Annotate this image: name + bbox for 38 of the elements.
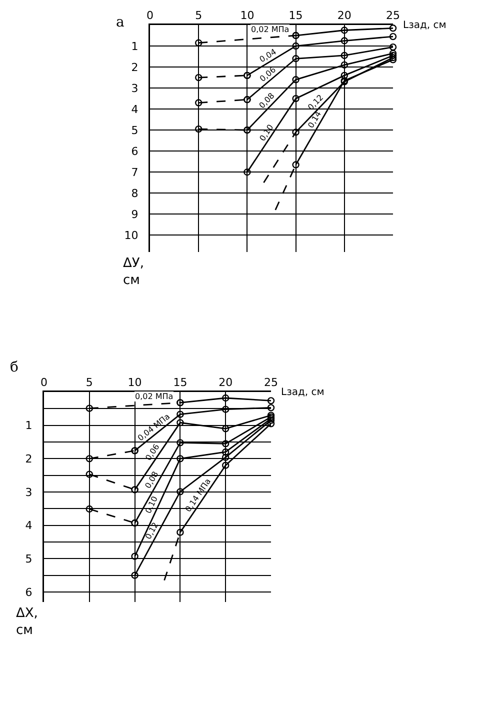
x-tick-label: 10 <box>240 9 254 22</box>
y-tick-label: 6 <box>25 586 32 599</box>
y-tick-label: 3 <box>131 82 138 95</box>
y-tick-label: 7 <box>131 166 138 179</box>
x-tick-label: 15 <box>288 9 303 22</box>
text: 0,08 <box>143 470 160 490</box>
y-tick-label: 10 <box>124 229 138 242</box>
series-label: 0,02 МПа <box>251 25 290 34</box>
x-tick-label: 0 <box>40 376 48 390</box>
y-tick-label: 1 <box>131 40 138 53</box>
x-tick-label: 25 <box>264 376 278 390</box>
series-label: 0,02 МПа <box>135 392 174 401</box>
y-axis-title: ΔУ, см <box>123 256 144 288</box>
x-tick-label: 20 <box>218 376 233 390</box>
x-tick-label: 5 <box>86 376 93 390</box>
y-tick-label: 9 <box>131 208 138 222</box>
y-tick-label: 8 <box>131 187 138 200</box>
y-axis-title: ΔX, см <box>16 606 38 638</box>
x-tick-label: 25 <box>386 9 400 22</box>
x-tick-label: 0 <box>146 9 154 22</box>
chart-title: а <box>116 14 124 31</box>
y-tick-label: 3 <box>25 486 32 499</box>
y-tick-label: 2 <box>131 60 138 74</box>
text: 0,06 <box>258 65 278 84</box>
y-tick-label: 2 <box>25 452 32 466</box>
y-tick-label: 6 <box>131 144 138 158</box>
chart-title: б <box>10 360 18 376</box>
y-tick-label: 5 <box>131 124 138 137</box>
x-axis-title: Lзад, см <box>281 387 324 398</box>
x-axis-title: Lзад, см <box>403 20 446 31</box>
x-tick-label: 5 <box>195 9 202 22</box>
x-tick-label: 20 <box>337 9 352 22</box>
text: 0,04 <box>258 47 278 64</box>
y-tick-label: 4 <box>25 519 32 532</box>
y-tick-label: 1 <box>25 419 32 432</box>
y-tick-label: 5 <box>25 552 32 566</box>
x-tick-label: 15 <box>173 376 188 390</box>
y-tick-label: 4 <box>131 102 138 116</box>
